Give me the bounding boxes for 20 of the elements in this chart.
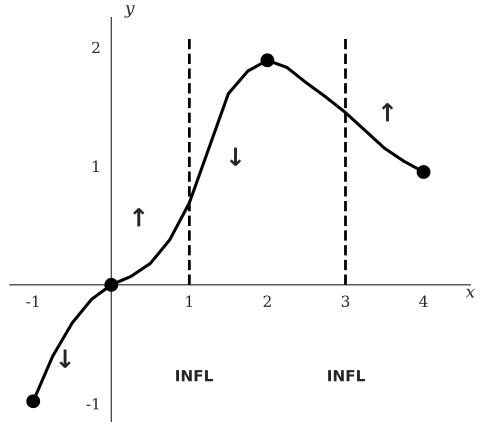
- point: [260, 53, 274, 68]
- x-tick-label: 4: [419, 296, 428, 307]
- y-tick-label: -1: [86, 398, 99, 410]
- x-tick-label: 3: [342, 296, 350, 308]
- x-tick-label: 2: [264, 296, 271, 307]
- x-tick-label: 1: [186, 296, 192, 307]
- x-axis-title: x: [466, 288, 475, 298]
- annotation: ↑: [382, 103, 394, 122]
- annotation: INFL: [328, 370, 365, 382]
- annotation: ↓: [230, 148, 242, 166]
- y-tick-label: 2: [92, 42, 100, 54]
- point: [416, 165, 430, 179]
- x-tick-label: -1: [26, 296, 38, 307]
- annotation: INFL: [176, 370, 213, 382]
- annotation: ↑: [133, 208, 144, 226]
- point: [104, 278, 118, 292]
- y-axis-title: y: [124, 5, 135, 18]
- point: [26, 394, 40, 408]
- y-tick-label: 1: [93, 160, 99, 172]
- annotation: ↓: [59, 350, 71, 368]
